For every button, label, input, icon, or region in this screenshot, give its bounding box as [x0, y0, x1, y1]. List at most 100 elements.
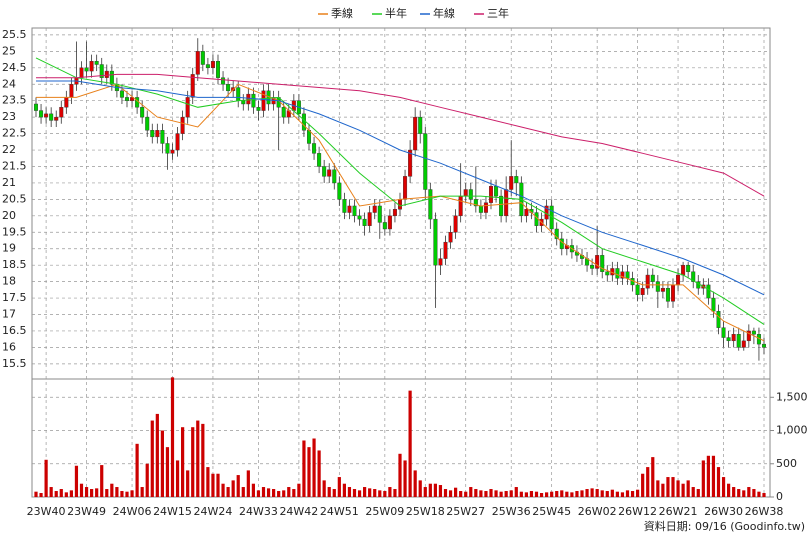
candle-body: [645, 274, 650, 289]
volume-bar: [261, 487, 266, 497]
candle-body: [195, 51, 200, 75]
candle-body: [635, 284, 640, 295]
volume-bar: [570, 492, 574, 497]
candle-body: [64, 97, 69, 108]
volume-bar: [600, 490, 604, 497]
candle-body: [438, 258, 443, 266]
volume-bar: [84, 487, 89, 497]
candle-body: [650, 274, 655, 282]
volume-bar: [727, 483, 731, 497]
volume-bar: [560, 490, 564, 497]
candle-body: [175, 133, 180, 151]
candle-body: [665, 287, 670, 302]
volume-bar: [721, 477, 726, 497]
x-tick-label: 26W21: [659, 505, 698, 518]
volume-bar: [69, 490, 73, 497]
x-tick-label: 24W42: [279, 505, 318, 518]
volume-bar: [413, 470, 417, 497]
volume-bar: [555, 491, 559, 497]
volume-bar: [54, 491, 58, 497]
candle-body: [615, 268, 620, 279]
y-tick-label: 20: [2, 209, 16, 222]
volume-bar: [605, 491, 609, 497]
volume-bar: [49, 487, 53, 497]
volume-bar: [534, 491, 539, 497]
volume-bar: [443, 489, 448, 497]
y-tick-label: 18.5: [2, 258, 27, 271]
volume-bar: [347, 487, 352, 497]
x-tick-label: 23W40: [27, 505, 66, 518]
y2-tick-label: 0: [776, 490, 783, 503]
x-tick-label: 24W06: [113, 505, 152, 518]
candle-body: [721, 327, 726, 338]
candle-body: [281, 107, 286, 118]
candle-body: [261, 90, 266, 111]
volume-bar: [529, 491, 534, 497]
y-tick-label: 15.5: [2, 357, 27, 370]
volume-bar: [686, 480, 690, 497]
legend-label: 季線: [331, 6, 353, 20]
candle-body: [655, 281, 660, 292]
volume-bar: [357, 490, 362, 497]
candle-body: [39, 110, 44, 118]
volume-bar: [135, 443, 139, 497]
volume-bar: [337, 477, 341, 497]
volume-bar: [186, 470, 190, 497]
volume-bar: [79, 483, 84, 497]
x-tick-label: 26W38: [745, 505, 784, 518]
y-tick-label: 21.5: [2, 159, 27, 172]
volume-bar: [651, 457, 655, 497]
volume-bar: [428, 483, 432, 497]
y-tick-label: 19.5: [2, 225, 27, 238]
volume-bar: [140, 487, 144, 497]
legend-label: 半年: [385, 6, 407, 20]
volume-bar: [373, 489, 377, 497]
candle-body: [499, 195, 504, 217]
candle-body: [34, 103, 39, 111]
candle-body: [357, 215, 362, 220]
candle-body: [524, 209, 529, 217]
volume-bar: [266, 488, 271, 497]
candle-body: [236, 87, 241, 101]
candle-body: [473, 199, 478, 207]
candle-body: [686, 264, 691, 272]
volume-bar: [145, 463, 149, 497]
volume-bar: [474, 489, 478, 497]
candle-body: [59, 107, 64, 118]
candle-body: [180, 116, 185, 134]
volume-bar: [575, 491, 579, 497]
volume-bar: [39, 493, 43, 497]
volume-bar: [550, 491, 554, 497]
candle-body: [337, 182, 342, 200]
x-tick-label: 26W12: [618, 505, 657, 518]
candle-body: [301, 113, 306, 131]
volume-bar: [322, 480, 326, 497]
volume-bar: [226, 487, 230, 497]
candle-body: [428, 189, 433, 220]
candle-body: [660, 287, 665, 292]
candle-body: [307, 130, 312, 144]
candle-body: [372, 205, 377, 213]
volume-bar: [539, 493, 544, 497]
volume-bar: [448, 490, 453, 497]
candle-body: [625, 271, 630, 279]
y2-tick-label: 1,500: [776, 390, 808, 403]
volume-bar: [519, 491, 523, 497]
candle-body: [352, 205, 357, 217]
y-tick-label: 17.5: [2, 291, 27, 304]
candle-body: [119, 90, 124, 98]
candle-body: [99, 64, 104, 78]
volume-bar: [464, 491, 468, 497]
volume-bar: [241, 487, 245, 497]
candle-body: [731, 334, 736, 342]
volume-bar: [272, 489, 276, 497]
volume-bar: [398, 453, 402, 497]
volume-bar: [160, 430, 164, 497]
candle-body: [478, 205, 483, 213]
volume-bar: [95, 488, 99, 497]
volume-bar: [34, 491, 38, 497]
volume-bar: [201, 423, 205, 497]
candle-body: [387, 215, 392, 230]
volume-bar: [565, 491, 569, 497]
candle-body: [215, 61, 220, 78]
